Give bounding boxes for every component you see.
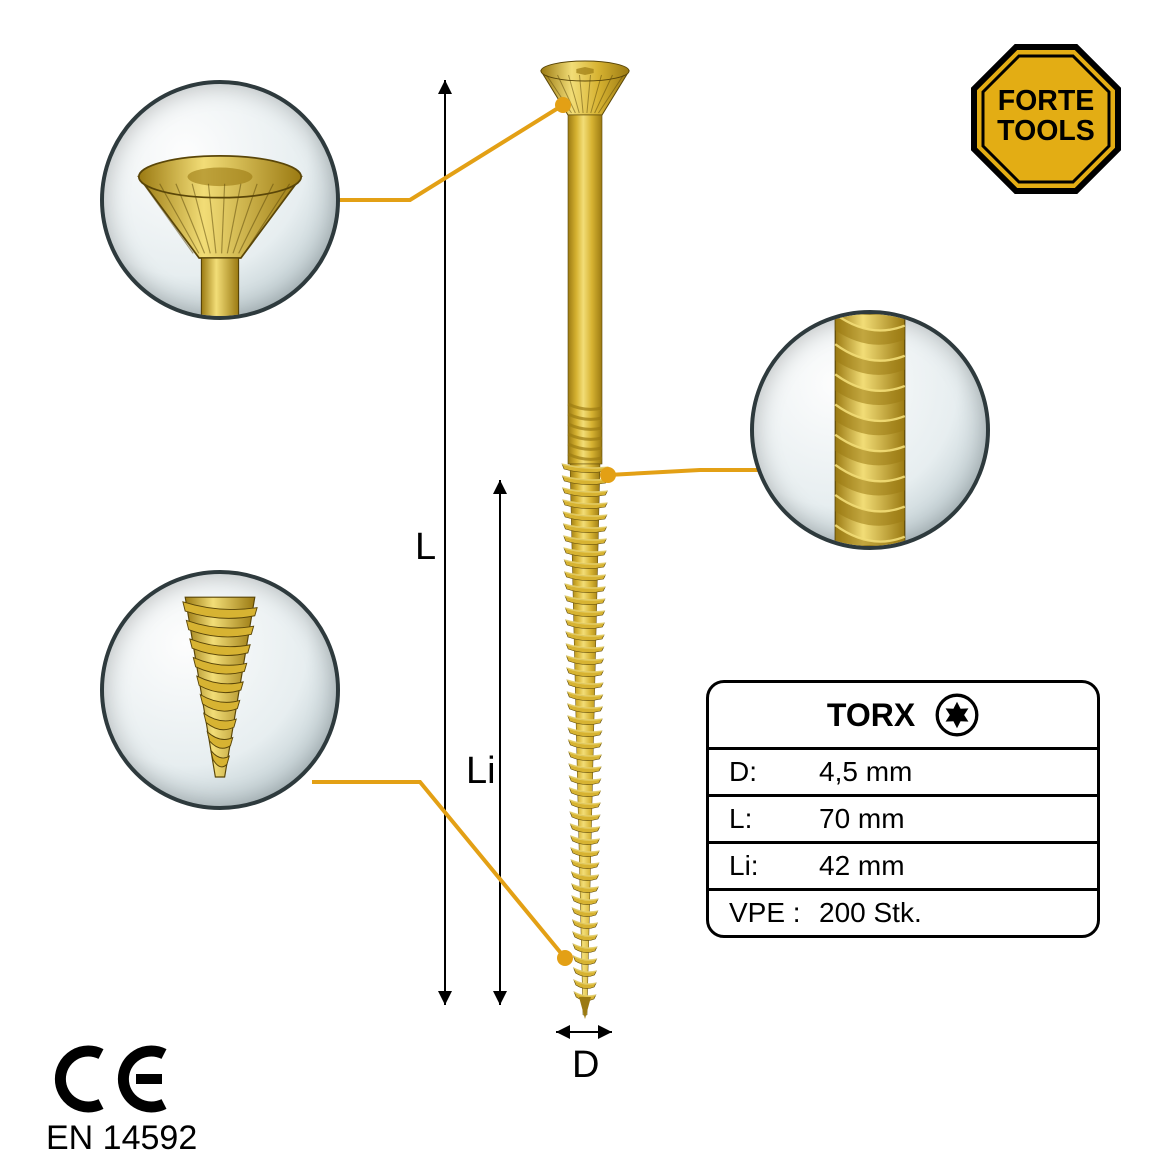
dimension-label-l: L <box>415 526 436 569</box>
detail-circle-tip <box>100 570 340 810</box>
detail-circle-shank <box>750 310 990 550</box>
dimension-arrow <box>556 1025 612 1039</box>
dimension-label-d: D <box>572 1044 599 1087</box>
leader-line <box>600 467 758 483</box>
screw-illustration <box>541 61 629 1019</box>
detail-circle-head <box>100 80 340 320</box>
dimension-arrow <box>438 80 452 1005</box>
dimension-arrow <box>493 480 507 1005</box>
leader-line <box>332 97 571 200</box>
dimension-label-li: Li <box>466 750 496 793</box>
leader-line <box>312 782 573 966</box>
